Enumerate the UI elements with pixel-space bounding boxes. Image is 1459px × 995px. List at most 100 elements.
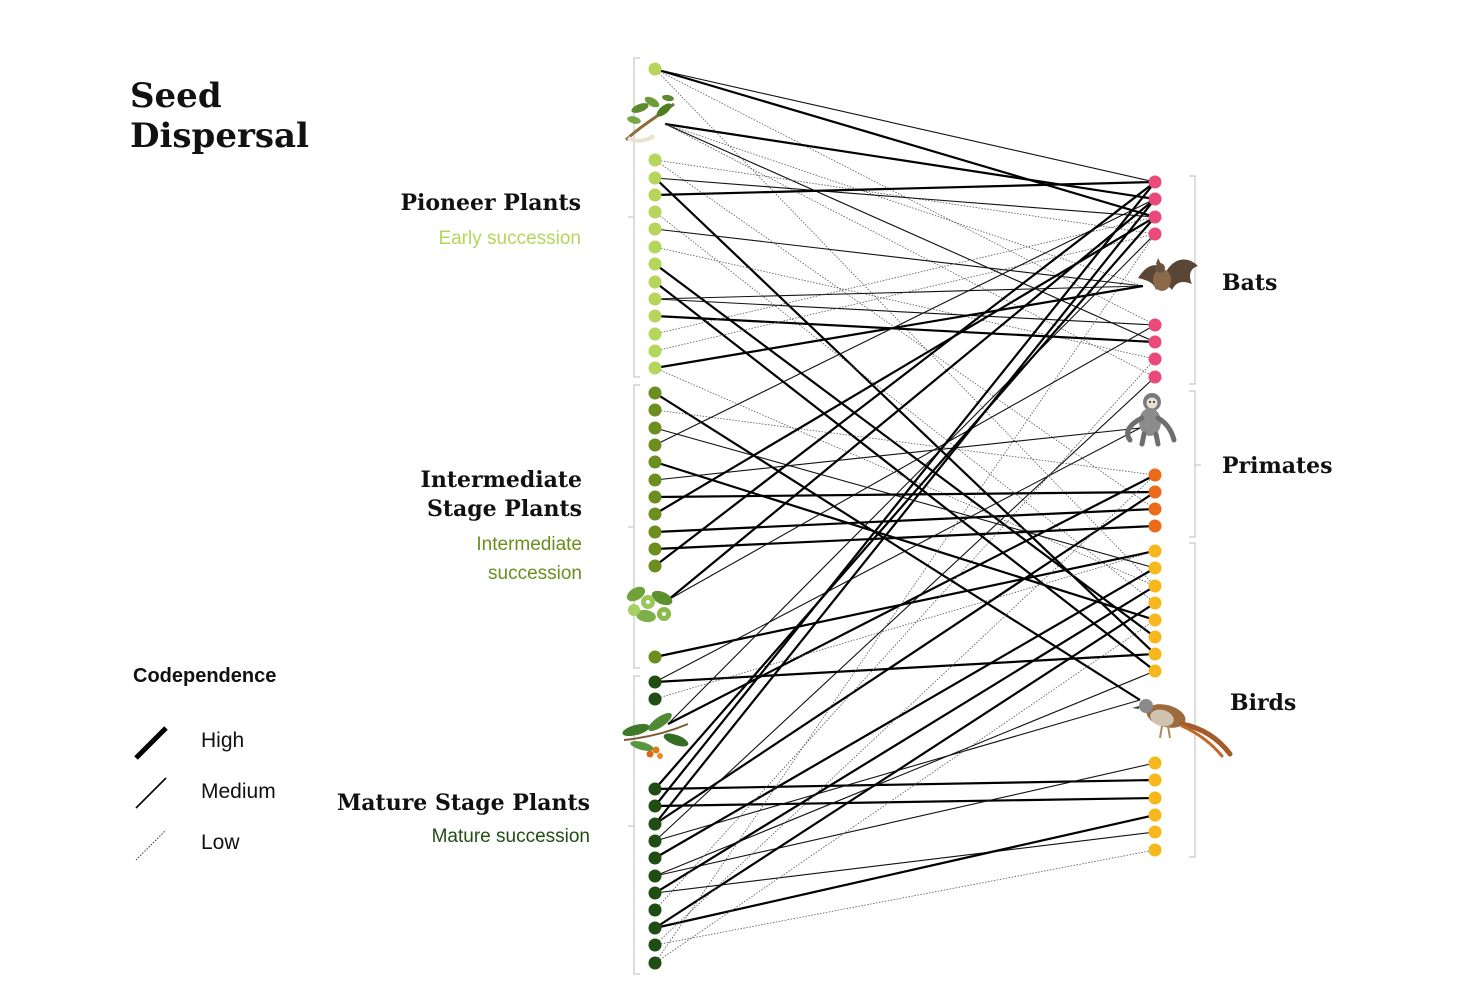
birds-animal-node xyxy=(1148,791,1162,805)
bats-animal-node xyxy=(1148,210,1162,224)
bird-icon xyxy=(1132,699,1233,758)
plant-sprig-icon xyxy=(624,94,675,143)
intermediate-plant-node xyxy=(648,473,662,487)
link-low xyxy=(654,474,1156,946)
pioneer-group-label: Pioneer Plants xyxy=(400,190,581,216)
link-high xyxy=(667,474,1156,725)
intermediate-plant-node xyxy=(648,403,662,417)
birds-animal-node xyxy=(1148,561,1162,575)
group-bracket xyxy=(1189,390,1201,538)
link-high xyxy=(654,460,1156,622)
legend-low-label: Low xyxy=(201,831,240,854)
pioneer-plant-node xyxy=(648,361,662,375)
bats-animal-node xyxy=(1148,318,1162,332)
link-low xyxy=(654,358,1156,911)
page-title: Seed Dispersal xyxy=(130,76,309,156)
pioneer-plant-node xyxy=(648,275,662,289)
pioneer-plant-node xyxy=(648,309,662,323)
link-low xyxy=(664,123,1156,378)
plant-nodes xyxy=(648,62,662,970)
link-high xyxy=(654,652,1156,684)
mature-group-label: Mature Stage Plants xyxy=(336,790,590,816)
link-medium xyxy=(654,198,1156,446)
link-medium xyxy=(654,427,1141,683)
link-low xyxy=(654,211,1156,604)
link-medium xyxy=(654,762,1156,877)
plant-berry-branch-icon xyxy=(622,712,689,759)
birds-animal-node xyxy=(1148,773,1162,787)
birds-animal-node xyxy=(1148,664,1162,678)
animal-nodes xyxy=(1148,175,1162,857)
group-bracket xyxy=(628,675,640,975)
link-medium xyxy=(654,376,1156,842)
link-medium xyxy=(654,427,1156,569)
link-high xyxy=(654,181,1156,807)
link-medium xyxy=(667,233,1156,725)
dispersal-links xyxy=(654,67,1156,964)
pioneer-plant-node xyxy=(648,222,662,236)
link-high xyxy=(654,491,1156,825)
birds-animal-node xyxy=(1148,613,1162,627)
mature-plant-node xyxy=(648,921,662,935)
intermediate-plant-node xyxy=(648,438,662,452)
intermediate-group-label: Intermediate Stage Plants xyxy=(420,467,582,522)
legend-high-label: High xyxy=(201,729,245,752)
birds-animal-node xyxy=(1148,596,1162,610)
birds-animal-node xyxy=(1148,843,1162,857)
link-low xyxy=(654,409,1156,476)
plant-fruit-cluster-icon xyxy=(626,586,673,623)
legend-medium-mark xyxy=(135,777,167,809)
link-low xyxy=(654,619,1156,964)
link-medium xyxy=(654,177,1156,218)
link-medium xyxy=(667,324,1156,601)
link-high xyxy=(654,67,1156,219)
pioneer-group-sub: Early succession xyxy=(438,228,581,249)
mature-plant-node xyxy=(648,938,662,952)
intermediate-plant-node xyxy=(648,421,662,435)
link-medium xyxy=(654,285,1144,300)
link-high xyxy=(654,177,1156,655)
mature-plant-node xyxy=(648,851,662,865)
birds-label: Birds xyxy=(1230,690,1297,716)
link-medium xyxy=(654,68,1156,183)
link-low xyxy=(654,550,1156,700)
mature-plant-node xyxy=(648,903,662,917)
pioneer-plant-node xyxy=(648,188,662,202)
group-bracket xyxy=(1189,175,1196,385)
primates-animal-node xyxy=(1148,519,1162,533)
primate-icon xyxy=(1125,393,1177,447)
legend-title: Codependence xyxy=(133,665,277,687)
link-high xyxy=(667,198,1156,601)
primates-label: Primates xyxy=(1222,453,1333,479)
pioneer-plant-node xyxy=(648,153,662,167)
pioneer-plant-node xyxy=(648,327,662,341)
primates-animal-node xyxy=(1148,485,1162,499)
pioneer-plant-node xyxy=(648,205,662,219)
birds-animal-node xyxy=(1148,544,1162,558)
legend-high-mark xyxy=(134,726,168,760)
group-bracket xyxy=(628,384,640,669)
legend-low-mark xyxy=(135,829,167,861)
link-low xyxy=(654,246,1156,360)
link-high xyxy=(654,524,1156,551)
link-low xyxy=(654,233,1156,964)
birds-animal-node xyxy=(1148,630,1162,644)
primates-animal-node xyxy=(1148,502,1162,516)
birds-animal-node xyxy=(1148,756,1162,770)
link-low xyxy=(654,849,1156,946)
intermediate-plant-node xyxy=(648,455,662,469)
mature-plant-node xyxy=(648,834,662,848)
legend-marks xyxy=(134,726,168,861)
link-medium xyxy=(654,427,1141,481)
link-high xyxy=(654,813,1156,930)
pioneer-plant-node xyxy=(648,344,662,358)
mature-plant-node xyxy=(648,675,662,689)
group-bracket xyxy=(628,57,640,378)
bat-icon xyxy=(1138,258,1198,291)
birds-animal-node xyxy=(1148,808,1162,822)
group-bracket xyxy=(1189,542,1196,858)
link-low xyxy=(664,123,1144,287)
birds-animal-node xyxy=(1148,825,1162,839)
title-line-1: Seed xyxy=(130,76,222,116)
